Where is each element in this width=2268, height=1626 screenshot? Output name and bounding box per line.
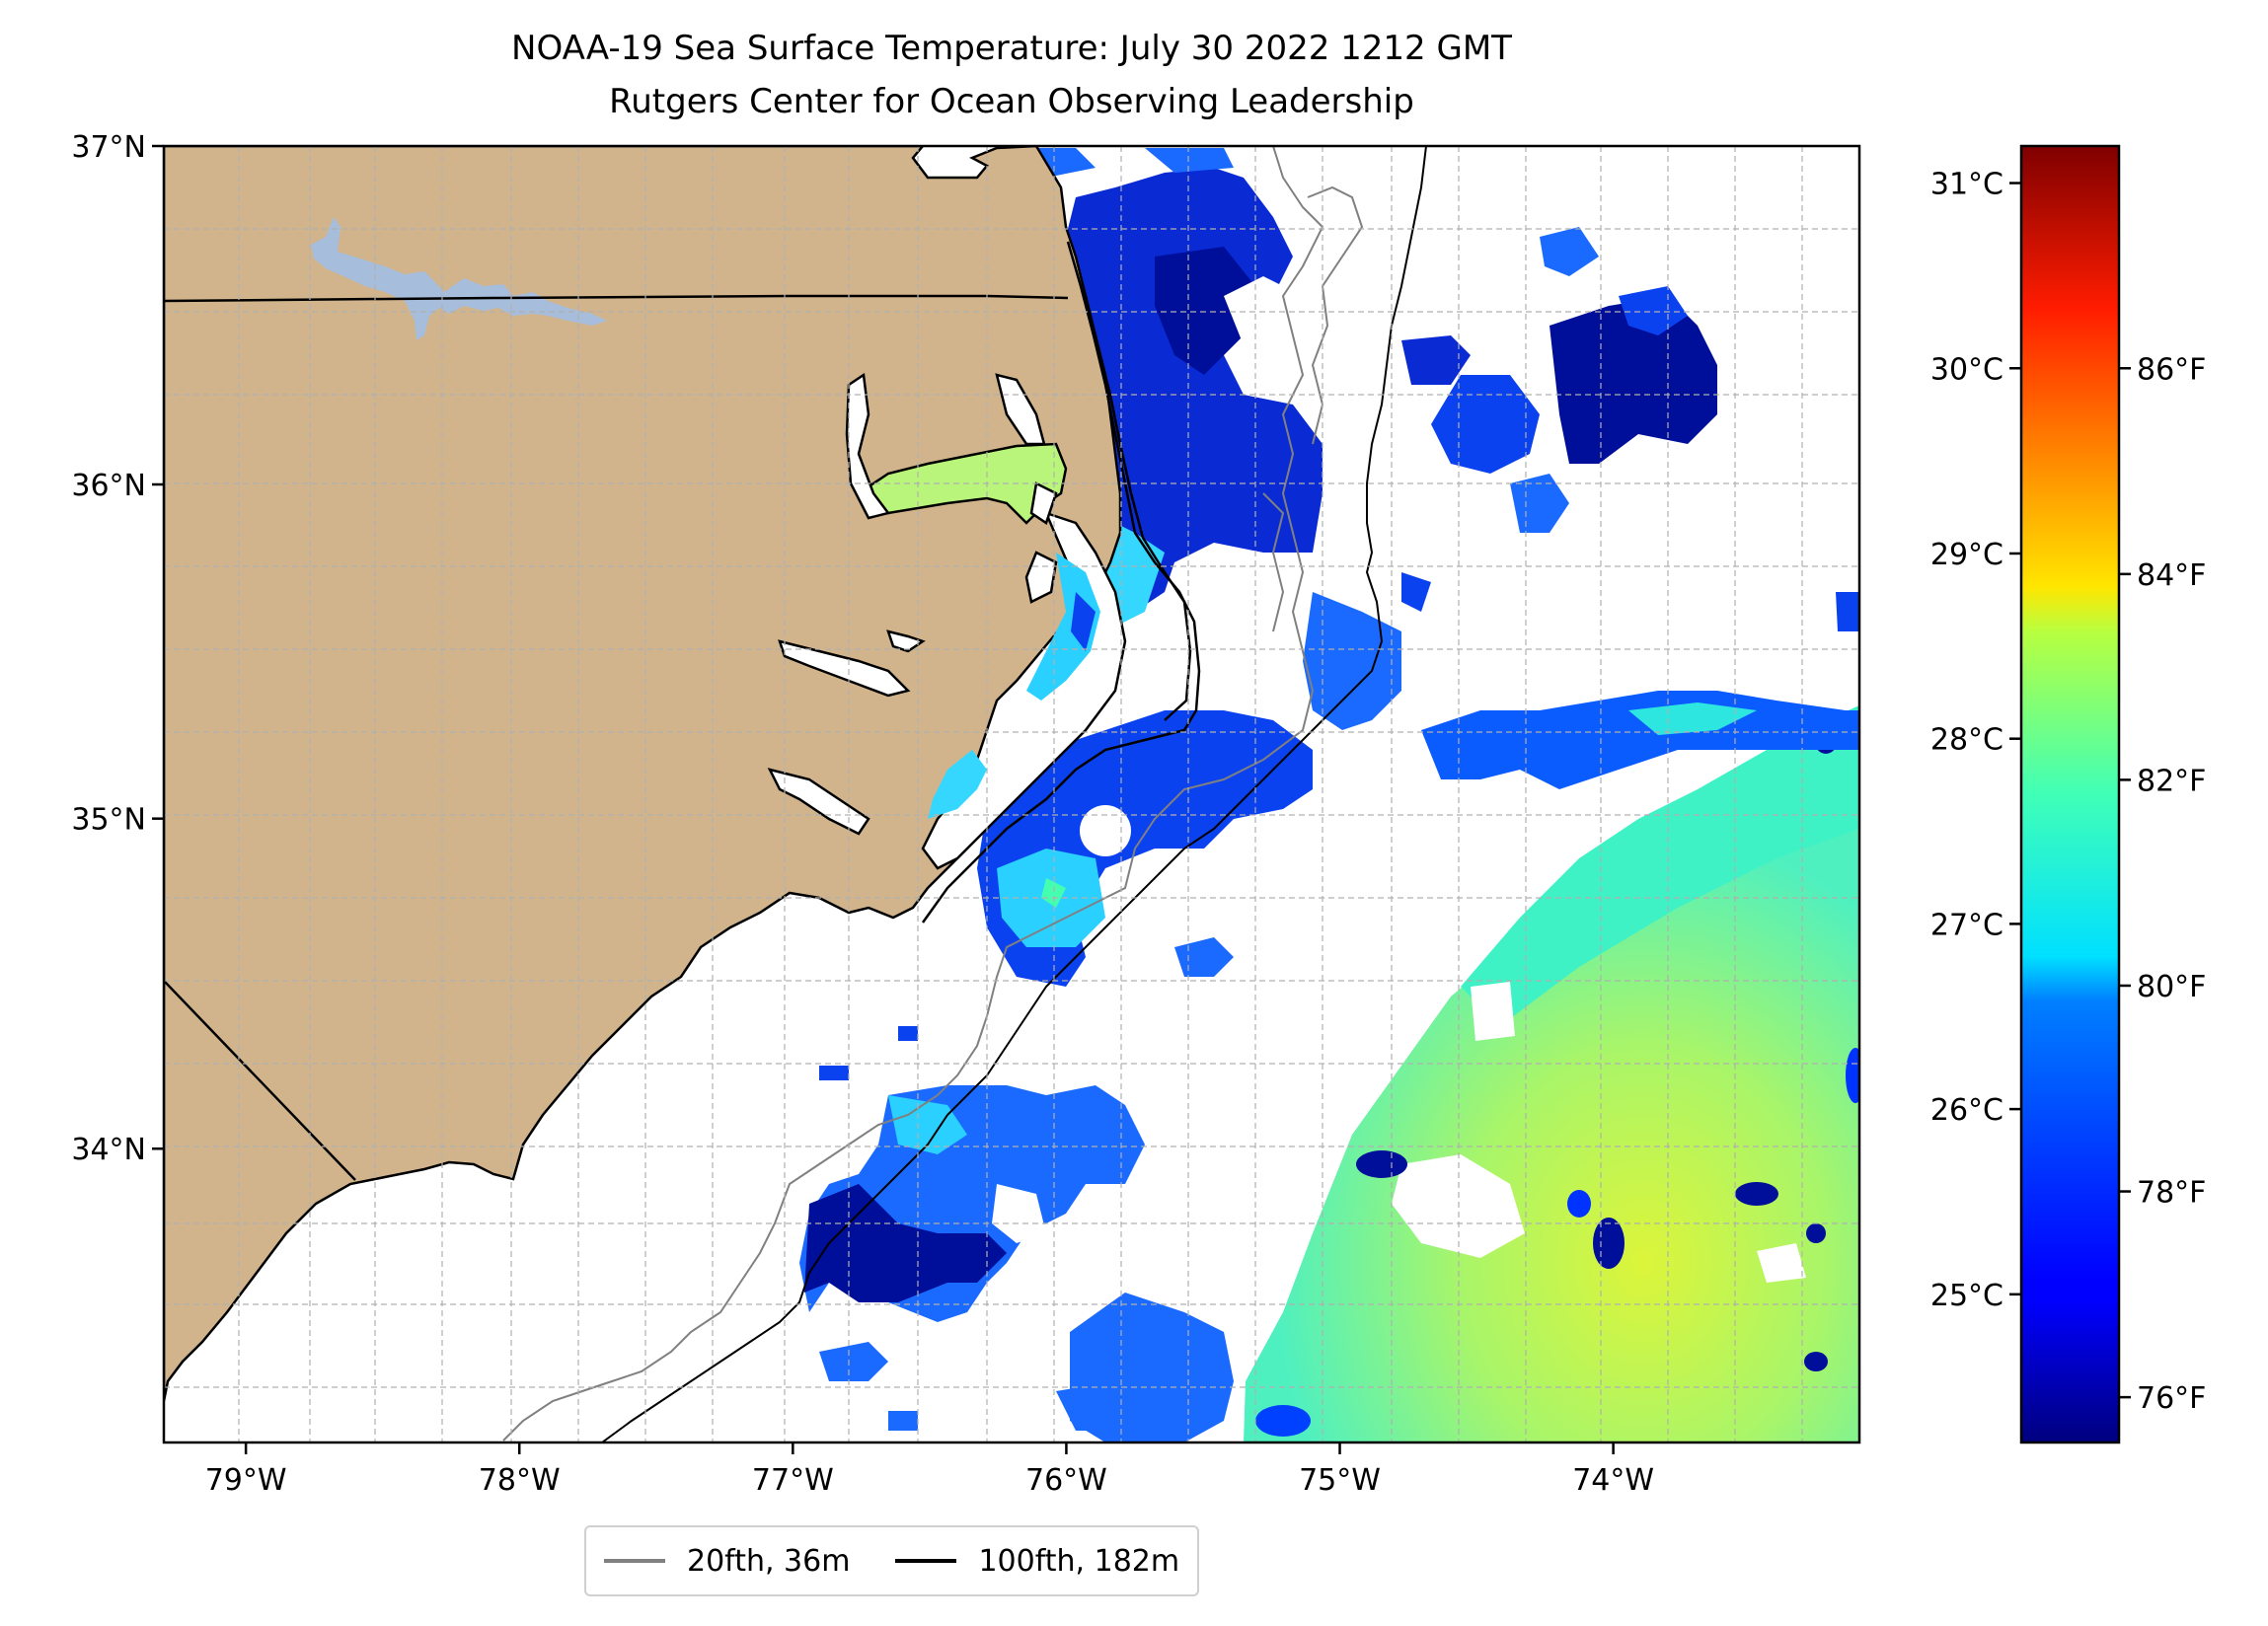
lon-tick-label-4: 75°W	[1299, 1463, 1381, 1498]
legend-item-100fth: 100fth, 182m	[895, 1544, 1179, 1579]
legend-item-20fth: 20fth, 36m	[604, 1544, 850, 1579]
map-subtitle: Rutgers Center for Ocean Observing Leade…	[609, 82, 1414, 121]
state-border-nc-va	[164, 294, 1069, 303]
legend-swatch-20fth	[604, 1559, 665, 1563]
kerr-lake	[311, 217, 607, 340]
fahrenheit-tick-label-4: 78°F	[2137, 1176, 2206, 1211]
isobath-100fth	[601, 146, 1427, 1442]
isobath-legend: 20fth, 36m 100fth, 182m	[584, 1525, 1200, 1596]
celsius-tick-label-6: 25°C	[1930, 1279, 2003, 1313]
fahrenheit-tick-label-5: 76°F	[2137, 1381, 2206, 1416]
longitude-axis: 79°W 78°W 77°W 76°W 75°W 74°W	[205, 1442, 1654, 1498]
legend-swatch-100fth	[895, 1559, 957, 1563]
fahrenheit-tick-label-1: 84°F	[2137, 558, 2206, 593]
lon-tick-label-2: 77°W	[752, 1463, 834, 1498]
sst-patch-band-35n	[1421, 691, 1859, 789]
land-north-carolina	[164, 146, 1122, 1402]
celsius-tick-label-5: 26°C	[1930, 1093, 2003, 1128]
latitude-axis: 37°N 36°N 35°N 34°N	[71, 130, 164, 1167]
lon-tick-label-0: 79°W	[205, 1463, 287, 1498]
celsius-tick-label-4: 27°C	[1930, 908, 2003, 942]
colorbar-gradient	[2021, 146, 2119, 1442]
map-title: NOAA-19 Sea Surface Temperature: July 30…	[511, 29, 1512, 68]
lon-tick-label-3: 76°W	[1025, 1463, 1107, 1498]
colorbar-fahrenheit-axis: 86°F 84°F 82°F 80°F 78°F 76°F	[2119, 352, 2206, 1416]
lat-tick-label-2: 35°N	[71, 803, 146, 838]
lat-tick-label-3: 34°N	[71, 1133, 146, 1167]
lat-tick-label-0: 37°N	[71, 130, 146, 165]
lat-tick-label-1: 36°N	[71, 469, 146, 503]
lon-tick-label-5: 74°W	[1572, 1463, 1654, 1498]
outer-banks	[921, 241, 1201, 924]
lon-tick-label-1: 78°W	[479, 1463, 561, 1498]
fahrenheit-tick-label-2: 82°F	[2137, 764, 2206, 798]
sst-patch-warm-southeast	[1244, 720, 1859, 1442]
sst-patch-offshore-north	[1550, 296, 1717, 464]
sst-data-layer	[799, 148, 1859, 1442]
colorbar-frame	[2019, 144, 2121, 1444]
sst-patch-cool-east	[1461, 705, 1859, 1026]
map-frame	[162, 144, 1861, 1444]
celsius-tick-label-3: 28°C	[1930, 723, 2003, 758]
legend-label-100fth: 100fth, 182m	[978, 1543, 1180, 1579]
isobath-20fth	[502, 146, 1324, 1441]
legend-label-20fth: 20fth, 36m	[687, 1543, 851, 1579]
colorbar-celsius-axis: 31°C 30°C 29°C 28°C 27°C 26°C 25°C	[1930, 168, 2021, 1313]
celsius-tick-label-2: 29°C	[1930, 538, 2003, 572]
celsius-tick-label-0: 31°C	[1930, 168, 2003, 202]
gridlines	[164, 146, 1859, 1442]
fahrenheit-tick-label-0: 86°F	[2137, 352, 2206, 387]
celsius-tick-label-1: 30°C	[1930, 352, 2003, 387]
fahrenheit-tick-label-3: 80°F	[2137, 970, 2206, 1004]
